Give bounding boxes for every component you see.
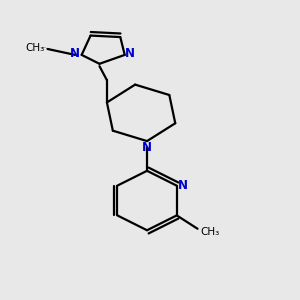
Text: methyl: methyl bbox=[41, 47, 46, 48]
Text: N: N bbox=[125, 47, 135, 60]
Text: N: N bbox=[178, 179, 188, 192]
Text: N: N bbox=[70, 47, 80, 60]
Text: CH₃: CH₃ bbox=[26, 43, 45, 53]
Text: CH₃: CH₃ bbox=[200, 227, 220, 237]
Text: N: N bbox=[142, 140, 152, 154]
